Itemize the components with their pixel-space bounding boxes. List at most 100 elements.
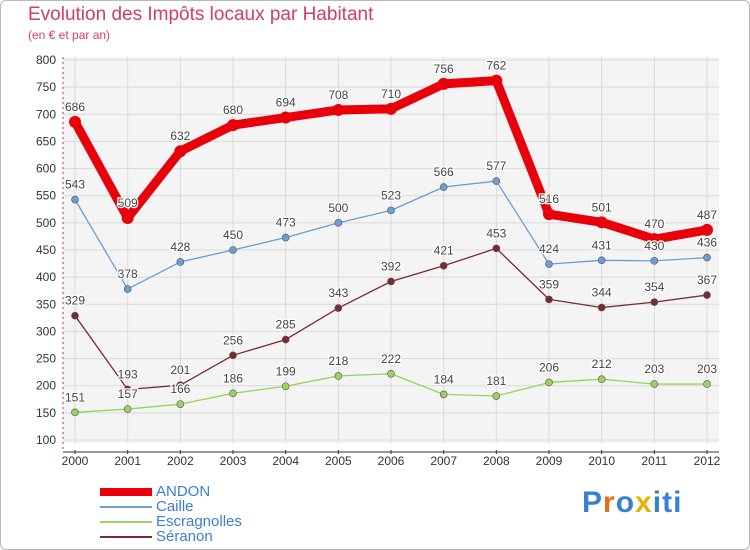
logo-letter: x <box>635 486 653 519</box>
y-tick-label: 300 <box>36 324 56 338</box>
x-tick-label: 2005 <box>325 454 352 468</box>
data-label-andon: 501 <box>592 200 612 214</box>
y-tick-label: 800 <box>36 53 56 67</box>
y-tick-label: 650 <box>36 134 56 148</box>
data-label-escragnolles: 203 <box>644 362 664 376</box>
data-point-séranon <box>597 303 606 312</box>
data-point-séranon <box>176 381 185 389</box>
data-label-caille: 473 <box>276 216 296 230</box>
legend-item-séranon: Séranon <box>100 529 400 544</box>
logo-letter: P <box>582 486 604 519</box>
data-label-andon: 680 <box>223 103 243 117</box>
data-label-escragnolles: 181 <box>486 374 506 388</box>
data-point-escragnolles <box>176 400 185 408</box>
data-label-séranon: 392 <box>381 259 401 273</box>
data-label-andon: 710 <box>381 87 401 101</box>
logo-letter: r <box>603 486 616 519</box>
data-label-séranon: 201 <box>170 363 190 377</box>
proxiti-logo: Proxiti <box>582 486 682 520</box>
data-label-séranon: 354 <box>644 280 664 294</box>
logo-letter: t <box>662 486 674 519</box>
data-point-andon <box>279 111 292 124</box>
data-label-andon: 516 <box>539 192 559 206</box>
data-label-escragnolles: 218 <box>328 354 348 368</box>
data-point-escragnolles <box>492 392 501 400</box>
data-point-séranon <box>387 277 395 286</box>
data-point-andon <box>227 119 239 132</box>
data-label-escragnolles: 157 <box>118 387 138 401</box>
x-tick-label: 2012 <box>694 454 721 468</box>
data-label-caille: 566 <box>434 165 454 179</box>
data-point-andon <box>121 211 134 224</box>
logo-letter: i <box>652 486 663 519</box>
data-label-caille: 436 <box>697 236 717 250</box>
logo-letter: o <box>615 486 636 519</box>
data-point-escragnolles <box>229 389 237 398</box>
data-label-andon: 487 <box>697 208 717 222</box>
y-tick-label: 750 <box>36 80 56 94</box>
data-label-escragnolles: 199 <box>276 364 296 378</box>
x-tick-label: 2007 <box>430 454 457 468</box>
data-point-séranon <box>703 291 711 299</box>
data-label-escragnolles: 203 <box>697 362 717 376</box>
data-label-andon: 694 <box>276 96 296 110</box>
data-label-séranon: 343 <box>328 286 348 300</box>
data-label-caille: 430 <box>644 239 664 253</box>
data-point-séranon <box>545 295 553 304</box>
data-point-escragnolles <box>123 405 132 413</box>
data-label-caille: 428 <box>170 240 190 254</box>
data-label-caille: 450 <box>223 228 243 242</box>
y-tick-label: 250 <box>36 352 56 366</box>
x-tick-label: 2001 <box>114 454 141 468</box>
data-point-caille <box>545 260 553 268</box>
y-tick-label: 550 <box>36 189 56 203</box>
legend-label: Caille <box>156 498 194 515</box>
data-label-andon: 632 <box>170 129 190 143</box>
data-point-escragnolles <box>71 408 79 417</box>
data-label-séranon: 367 <box>697 273 717 287</box>
data-label-escragnolles: 206 <box>539 360 559 374</box>
y-tick-label: 600 <box>36 162 56 176</box>
data-point-andon <box>437 77 450 90</box>
chart-legend: ANDON Caille Escragnolles Séranon <box>100 484 400 544</box>
data-point-escragnolles <box>597 375 606 384</box>
data-point-andon <box>490 74 503 87</box>
data-point-escragnolles <box>439 390 448 399</box>
legend-item-escragnolles: Escragnolles <box>100 514 400 529</box>
data-point-séranon <box>71 311 79 320</box>
data-point-andon <box>385 102 397 115</box>
y-tick-label: 700 <box>36 107 56 121</box>
y-tick-label: 450 <box>36 243 56 257</box>
x-tick-label: 2002 <box>167 454 194 468</box>
data-point-andon <box>701 223 713 236</box>
data-label-escragnolles: 222 <box>381 352 401 366</box>
data-point-caille <box>229 246 237 254</box>
legend-label: Séranon <box>156 528 213 545</box>
data-point-escragnolles <box>334 372 343 380</box>
data-label-caille: 543 <box>65 178 85 192</box>
data-point-escragnolles <box>703 380 711 388</box>
data-label-séranon: 359 <box>539 277 559 291</box>
data-point-séranon <box>281 335 290 344</box>
y-tick-label: 500 <box>36 216 56 230</box>
data-point-escragnolles <box>545 378 553 387</box>
data-point-andon <box>332 103 345 116</box>
data-point-andon <box>69 115 81 128</box>
data-point-caille <box>176 258 185 266</box>
y-tick-label: 100 <box>36 433 56 447</box>
data-label-séranon: 285 <box>276 318 296 332</box>
data-label-caille: 431 <box>592 238 612 252</box>
x-tick-label: 2009 <box>536 454 563 468</box>
data-label-andon: 686 <box>65 100 85 114</box>
logo-letter: i <box>673 486 683 519</box>
data-label-séranon: 344 <box>592 286 612 300</box>
data-label-séranon: 256 <box>223 333 243 347</box>
data-label-andon: 509 <box>118 196 138 210</box>
data-label-escragnolles: 186 <box>223 371 243 385</box>
data-label-andon: 762 <box>486 59 506 73</box>
data-point-andon <box>648 233 661 246</box>
legend-swatch <box>100 536 152 538</box>
data-point-escragnolles <box>387 369 395 378</box>
data-point-séranon <box>492 244 501 253</box>
